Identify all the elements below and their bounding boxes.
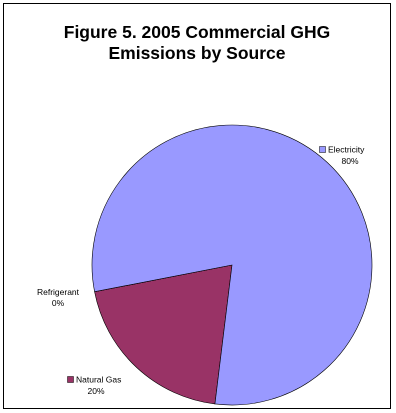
refrigerant-percent: 0%	[52, 298, 65, 308]
pie-slice-electricity	[91, 124, 373, 406]
chart-title-line-2: Emissions by Source	[108, 43, 286, 63]
electricity-percent: 80%	[341, 156, 358, 166]
natural-gas-label: Natural Gas	[76, 375, 121, 385]
natural-gas-percent: 20%	[87, 386, 104, 396]
electricity-legend-swatch	[319, 146, 326, 153]
electricity-label: Electricity	[328, 145, 365, 155]
pie-slices	[91, 124, 373, 406]
slice-label-refrigerant: Refrigerant 0%	[37, 287, 80, 308]
natural-gas-legend-swatch	[67, 376, 74, 383]
refrigerant-label: Refrigerant	[37, 287, 80, 297]
pie-slice-natural-gas	[94, 264, 233, 405]
chart-title: Figure 5. 2005 Commercial GHG Emissions …	[4, 22, 390, 64]
slice-label-natural-gas: Natural Gas 20%	[67, 375, 121, 396]
chart-title-line-1: Figure 5. 2005 Commercial GHG	[63, 22, 331, 42]
slice-label-electricity: Electricity 80%	[319, 145, 365, 166]
